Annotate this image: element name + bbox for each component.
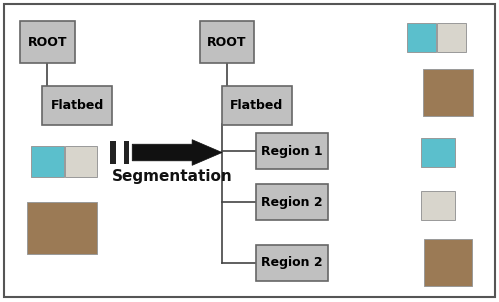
Text: ROOT: ROOT	[27, 36, 67, 49]
Text: ROOT: ROOT	[207, 36, 247, 49]
FancyBboxPatch shape	[255, 133, 328, 169]
FancyBboxPatch shape	[255, 184, 328, 220]
Text: Region 2: Region 2	[261, 196, 323, 209]
FancyBboxPatch shape	[222, 86, 292, 125]
Text: Flatbed: Flatbed	[231, 99, 283, 112]
Bar	[27, 202, 97, 254]
Text: Region 1: Region 1	[261, 144, 323, 158]
Bar	[31, 146, 64, 177]
Bar	[423, 69, 473, 116]
Bar	[424, 239, 472, 286]
Text: Flatbed: Flatbed	[51, 99, 104, 112]
FancyBboxPatch shape	[42, 86, 112, 125]
Text: Segmentation: Segmentation	[112, 169, 233, 184]
FancyBboxPatch shape	[200, 21, 254, 63]
Bar	[421, 138, 455, 167]
Bar	[421, 191, 455, 220]
Bar	[437, 24, 466, 52]
Polygon shape	[132, 140, 222, 165]
Bar	[124, 141, 129, 164]
FancyBboxPatch shape	[20, 21, 75, 63]
Text: Region 2: Region 2	[261, 256, 323, 269]
Bar	[407, 24, 436, 52]
Bar	[65, 146, 97, 177]
Bar	[110, 141, 116, 164]
FancyBboxPatch shape	[255, 245, 328, 281]
